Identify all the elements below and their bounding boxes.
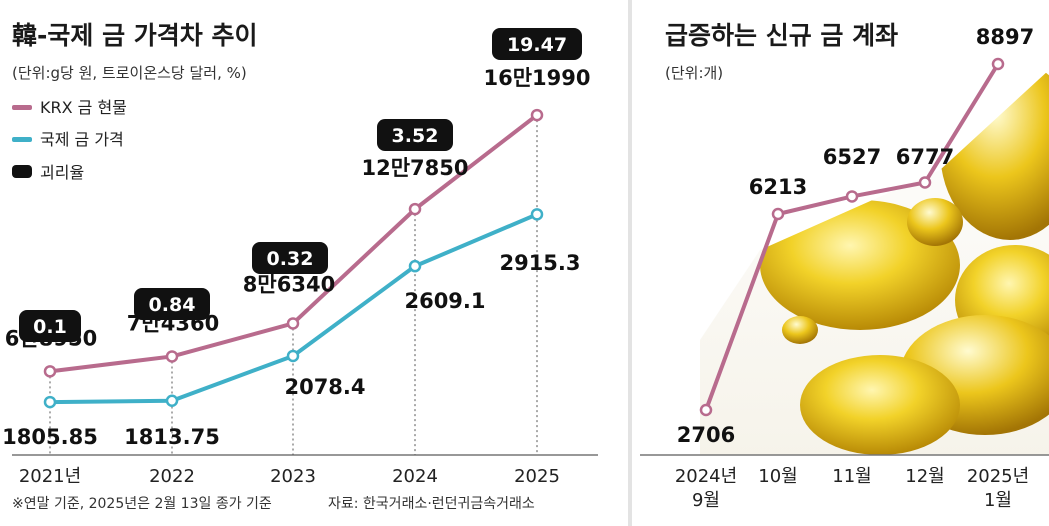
data-label: 8897 xyxy=(976,25,1034,49)
gap-label: 0.32 xyxy=(267,248,314,270)
data-point xyxy=(165,394,179,407)
panel-divider xyxy=(628,0,632,526)
data-point xyxy=(530,208,544,221)
footnote: ※연말 기준, 2025년은 2월 13일 종가 기준 xyxy=(12,496,272,512)
gap-pill xyxy=(377,119,453,151)
gap-label: 0.84 xyxy=(149,294,196,316)
gap-pill xyxy=(492,28,582,60)
gap-label: 3.52 xyxy=(392,125,439,147)
right-chart-marks: 2706 6213 6527 6777 8897 2024년 9월 10월 11월 12월 2025… xyxy=(675,25,1034,511)
x-tick-label: 2021년 xyxy=(19,466,81,487)
gap-pill xyxy=(19,310,81,342)
data-point xyxy=(991,57,1005,71)
data-point xyxy=(43,395,57,409)
left-chart-title: 韓-국제 금 가격차 추이 xyxy=(12,21,258,50)
data-label: 8만6340 xyxy=(243,272,335,296)
gap-pill xyxy=(252,242,328,274)
left-unit-note: (단위:g당 원, 트로이온스당 달러, %) xyxy=(12,64,247,82)
data-label: 6213 xyxy=(749,175,807,199)
x-tick-label: 2023 xyxy=(270,466,316,487)
x-tick-label: 12월 xyxy=(905,466,944,487)
source-note: 자료: 한국거래소·런던귀금속거래소 xyxy=(328,496,535,512)
gap-pill xyxy=(134,288,210,320)
data-label: 1805.85 xyxy=(2,425,98,449)
right-unit-note: (단위:개) xyxy=(665,64,723,82)
x-tick-label: 2025 xyxy=(514,466,560,487)
data-point xyxy=(43,365,57,378)
data-point xyxy=(165,350,179,363)
legend-swatch-international xyxy=(12,137,32,142)
data-point xyxy=(530,108,544,122)
x-tick-label: 11월 xyxy=(832,466,871,487)
data-point xyxy=(699,403,713,417)
x-tick-label: 2022 xyxy=(149,466,195,487)
data-label: 2915.3 xyxy=(499,251,580,275)
data-label: 2609.1 xyxy=(404,289,485,313)
data-point xyxy=(771,207,785,221)
data-point xyxy=(845,190,859,203)
data-label: 2706 xyxy=(677,423,735,447)
data-point xyxy=(286,349,300,363)
legend-swatch-krx xyxy=(12,105,32,110)
data-label: 1813.75 xyxy=(124,425,220,449)
gap-label: 19.47 xyxy=(507,34,567,56)
x-tick-label: 2024 xyxy=(392,466,438,487)
data-point xyxy=(408,202,422,216)
data-label: 2078.4 xyxy=(284,375,365,399)
x-tick-label: 2024년 9월 xyxy=(675,466,737,511)
legend-label-gap: 괴리율 xyxy=(40,163,84,182)
legend-swatch-gap xyxy=(12,165,32,178)
data-label: 6777 xyxy=(896,145,954,169)
x-tick-label: 2025년 1월 xyxy=(967,466,1029,511)
data-point xyxy=(408,259,422,273)
legend-label-international: 국제 금 가격 xyxy=(40,130,124,149)
data-point xyxy=(286,317,300,330)
data-label: 6527 xyxy=(823,145,881,169)
gold-toads-photo xyxy=(700,70,1049,455)
legend-label-krx: KRX 금 현물 xyxy=(40,98,127,117)
x-tick-label: 10월 xyxy=(758,466,797,487)
data-label: 12만7850 xyxy=(362,156,469,180)
legend: KRX 금 현물 국제 금 가격 괴리율 xyxy=(12,98,127,182)
left-chart-marks: 6만89507만43608만634012만785016만19901805.851… xyxy=(2,28,591,487)
right-chart-title: 급증하는 신규 금 계좌 xyxy=(665,21,898,50)
data-label: 16만1990 xyxy=(484,66,591,90)
gap-label: 0.1 xyxy=(33,316,67,338)
data-point xyxy=(918,176,932,189)
